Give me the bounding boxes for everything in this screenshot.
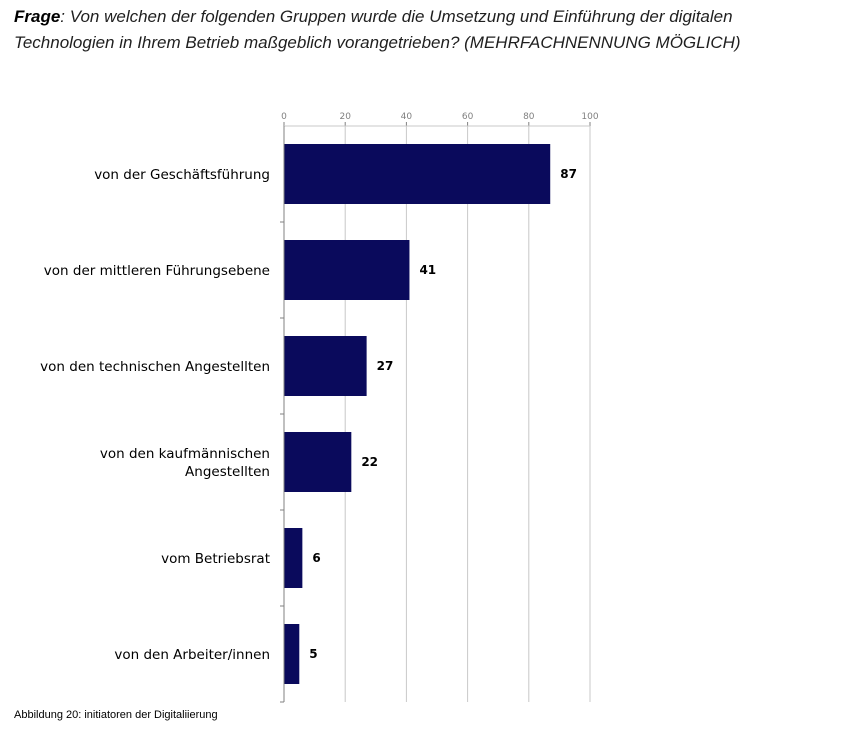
tick-label-60: 60 bbox=[462, 112, 474, 122]
value-label-3: 27 bbox=[377, 359, 394, 373]
category-label-line: Angestellten bbox=[185, 464, 270, 480]
category-label-line: von den Arbeiter/innen bbox=[114, 647, 270, 663]
category-label-line: von den technischen Angestellten bbox=[40, 359, 270, 375]
bar-3 bbox=[284, 336, 367, 396]
category-label-line: von den kaufmännischen bbox=[100, 446, 270, 462]
question-label: Frage bbox=[14, 7, 61, 26]
category-label-line: von der Geschäftsführung bbox=[94, 167, 270, 183]
value-label-6: 5 bbox=[309, 647, 317, 661]
category-label-3: von den technischen Angestellten bbox=[40, 359, 270, 375]
bar-5 bbox=[284, 528, 303, 588]
category-label-2: von der mittleren Führungsebene bbox=[44, 263, 270, 279]
value-label-1: 87 bbox=[560, 167, 577, 181]
bars bbox=[284, 144, 551, 684]
value-label-4: 22 bbox=[361, 455, 378, 469]
category-labels: von der Geschäftsführung von der mittlere… bbox=[40, 167, 270, 663]
figure-caption: Abbildung 20: initiatoren der Digitaliie… bbox=[14, 709, 218, 721]
tick-label-20: 20 bbox=[339, 112, 351, 122]
tick-label-40: 40 bbox=[401, 112, 413, 122]
category-label-4: von den kaufmännischen Angestellten bbox=[100, 446, 270, 480]
value-label-2: 41 bbox=[419, 263, 436, 277]
question-text: Frage: Von welchen der folgenden Gruppen… bbox=[14, 4, 834, 56]
bar-2 bbox=[284, 240, 410, 300]
question-body: : Von welchen der folgenden Gruppen wurd… bbox=[14, 7, 741, 52]
category-label-line: vom Betriebsrat bbox=[161, 551, 270, 567]
tick-label-0: 0 bbox=[281, 112, 287, 122]
category-label-5: vom Betriebsrat bbox=[161, 551, 270, 567]
x-axis-ticks: 0 20 40 60 80 100 bbox=[281, 112, 599, 127]
value-label-5: 6 bbox=[312, 551, 320, 565]
tick-label-80: 80 bbox=[523, 112, 535, 122]
tick-label-100: 100 bbox=[581, 112, 598, 122]
bar-6 bbox=[284, 624, 300, 684]
category-label-1: von der Geschäftsführung bbox=[94, 167, 270, 183]
category-label-6: von den Arbeiter/innen bbox=[114, 647, 270, 663]
bar-4 bbox=[284, 432, 352, 492]
value-labels: 87 41 27 22 6 5 bbox=[309, 167, 577, 661]
bar-1 bbox=[284, 144, 551, 204]
grid-lines bbox=[280, 126, 591, 703]
category-label-line: von der mittleren Führungsebene bbox=[44, 263, 270, 279]
